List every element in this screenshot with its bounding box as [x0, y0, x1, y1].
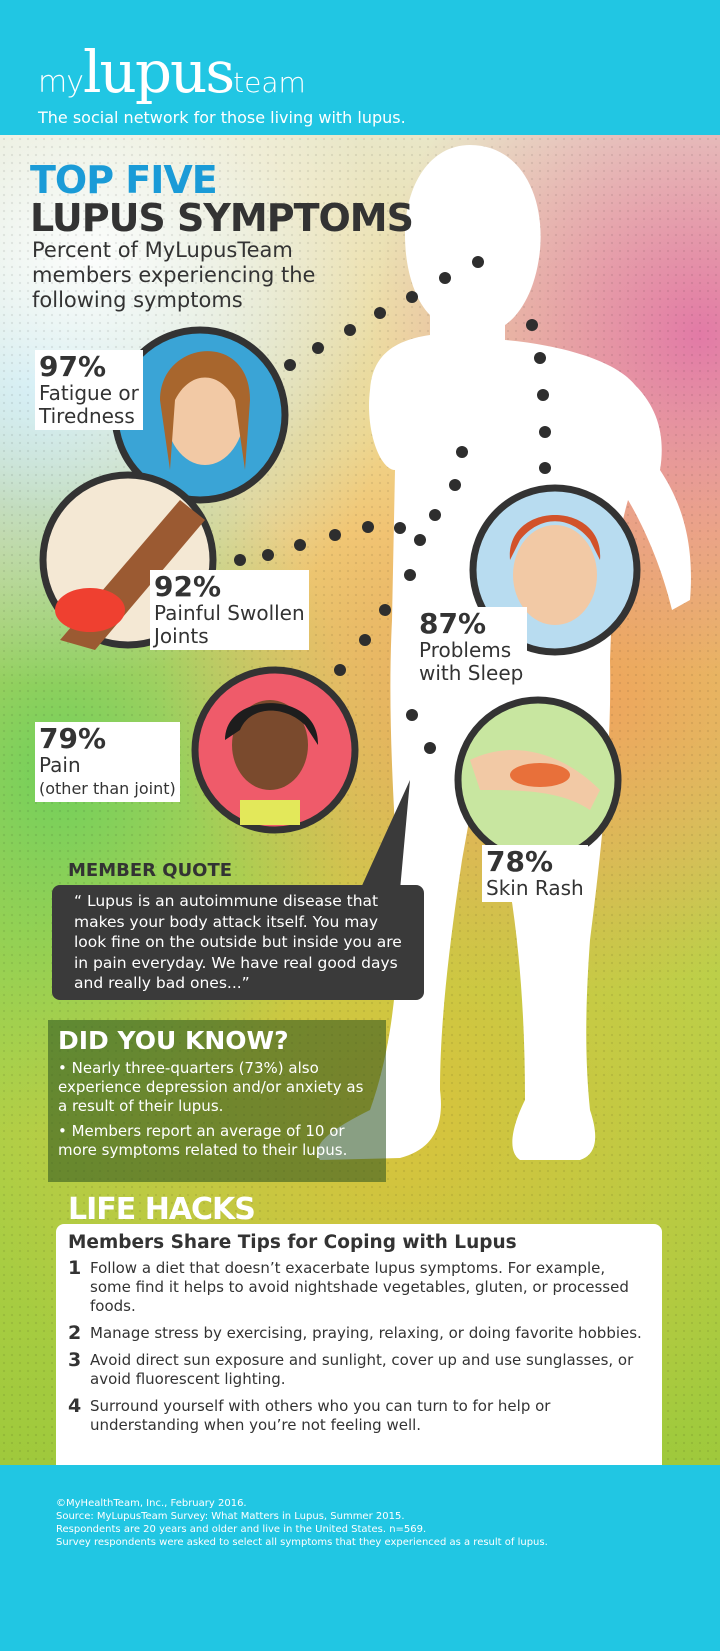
connector-dot — [472, 256, 484, 268]
tip-item: 2 Manage stress by exercising, praying, r… — [68, 1322, 642, 1344]
connector-dot — [429, 509, 441, 521]
connector-dot — [406, 291, 418, 303]
connector-dot — [539, 426, 551, 438]
connector-dot — [414, 534, 426, 546]
subtitle: Percent of MyLupusTeam members experienc… — [32, 238, 316, 312]
connector-dot — [537, 389, 549, 401]
connector-dot — [534, 352, 546, 364]
footer-line: Respondents are 20 years and older and l… — [56, 1524, 427, 1535]
footer: ©MyHealthTeam, Inc., February 2016. Sour… — [0, 1465, 720, 1651]
connector-dot — [374, 307, 386, 319]
symptom-circle-fatigue — [111, 326, 289, 504]
tip-item: 3 Avoid direct sun exposure and sunlight,… — [68, 1349, 634, 1389]
did-you-know-heading: DID YOU KNOW? — [58, 1026, 289, 1055]
member-quote: “ Lupus is an autoimmune disease that ma… — [52, 885, 424, 1000]
footer-line: ©MyHealthTeam, Inc., February 2016. — [56, 1498, 247, 1509]
connector-dot — [294, 539, 306, 551]
connector-dot — [449, 479, 461, 491]
symptom-label-joints: 92% Painful Swollen Joints — [150, 570, 309, 650]
header: mylupusteam The social network for those… — [0, 0, 720, 135]
connector-dot — [344, 324, 356, 336]
connector-dot — [526, 319, 538, 331]
symptom-circle-pain — [191, 666, 359, 834]
speech-bubble-tail — [360, 780, 410, 890]
symptom-circle-rash — [454, 696, 622, 864]
title-top-five: TOP FIVE — [30, 158, 218, 202]
symptom-label-sleep: 87% Problems with Sleep — [415, 607, 528, 687]
dotted-connectors — [234, 256, 551, 754]
connector-dot — [334, 664, 346, 676]
life-hacks-heading: LIFE HACKS — [68, 1192, 256, 1227]
connector-dot — [329, 529, 341, 541]
connector-dot — [362, 521, 374, 533]
footer-line: Survey respondents were asked to select … — [56, 1537, 548, 1548]
member-quote-heading: MEMBER QUOTE — [68, 860, 233, 881]
connector-dot — [284, 359, 296, 371]
connector-dot — [406, 709, 418, 721]
life-hacks-subheading: Members Share Tips for Coping with Lupus — [68, 1232, 517, 1253]
fact-item: • Members report an average of 10 or mor… — [58, 1122, 348, 1159]
connector-dot — [379, 604, 391, 616]
fact-item: • Nearly three-quarters (73%) also exper… — [58, 1059, 364, 1115]
connector-dot — [312, 342, 324, 354]
connector-dot — [439, 272, 451, 284]
connector-dot — [539, 462, 551, 474]
did-you-know-panel: DID YOU KNOW? • Nearly three-quarters (7… — [48, 1020, 386, 1182]
title-lupus-symptoms: LUPUS SYMPTOMS — [30, 196, 414, 240]
connector-dot — [394, 522, 406, 534]
tip-item: 4 Surround yourself with others who you c… — [68, 1395, 551, 1435]
tip-item: 1 Follow a diet that doesn’t exacerbate l… — [68, 1257, 629, 1316]
symptom-label-fatigue: 97% Fatigue or Tiredness — [35, 350, 143, 430]
connector-dot — [234, 554, 246, 566]
connector-dot — [456, 446, 468, 458]
connector-dot — [262, 549, 274, 561]
connector-dot — [404, 569, 416, 581]
connector-dot — [424, 742, 436, 754]
symptom-label-pain: 79% Pain (other than joint) — [35, 722, 180, 802]
symptom-label-rash: 78% Skin Rash — [482, 845, 588, 902]
footer-line: Source: MyLupusTeam Survey: What Matters… — [56, 1511, 405, 1522]
tagline: The social network for those living with… — [38, 108, 406, 127]
life-hacks-panel: Members Share Tips for Coping with Lupus… — [56, 1224, 662, 1466]
connector-dot — [359, 634, 371, 646]
mylupusteam-logo: mylupusteam — [38, 38, 306, 106]
